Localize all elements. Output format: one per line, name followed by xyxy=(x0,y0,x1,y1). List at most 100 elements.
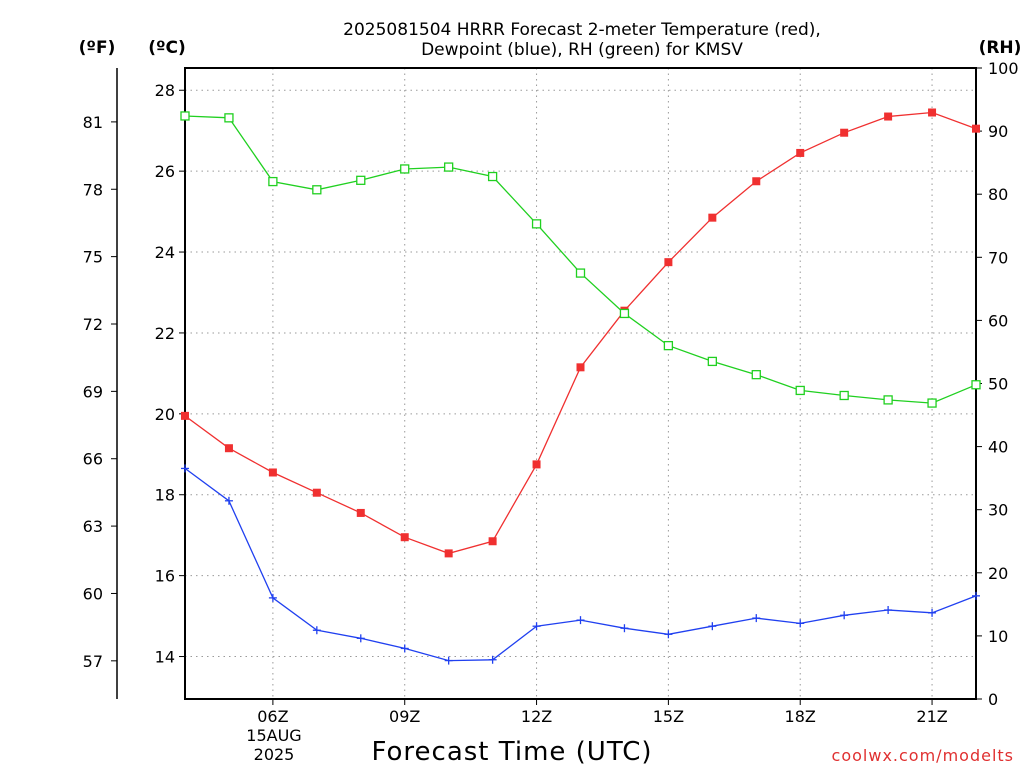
dewpoint-point xyxy=(356,634,365,643)
rh-tick-label: 40 xyxy=(988,438,1008,457)
celsius-tick-label: 28 xyxy=(155,81,175,100)
rh-point xyxy=(224,113,234,123)
dewpoint-point xyxy=(796,619,805,628)
plot-frame xyxy=(184,67,977,700)
dewpoint-line xyxy=(184,467,977,662)
temperature-point xyxy=(488,537,497,546)
dewpoint-point xyxy=(752,614,761,623)
rh-point xyxy=(751,370,761,380)
temperature-point xyxy=(928,108,937,117)
temperature-point xyxy=(972,124,980,133)
chart-title-line-2: Dewpoint (blue), RH (green) for KMSV xyxy=(421,40,743,60)
rh-tick-label: 100 xyxy=(988,59,1019,78)
fahrenheit-tick-label: 72 xyxy=(83,315,103,334)
temperature-point xyxy=(400,533,409,542)
x-tick-label: 12Z xyxy=(521,707,552,726)
rh-point xyxy=(707,356,717,367)
rh-line xyxy=(184,115,977,404)
temperature-point xyxy=(268,468,277,477)
rh-point xyxy=(356,175,366,185)
dewpoint-point xyxy=(884,606,893,615)
dewpoint-point xyxy=(268,593,277,602)
dewpoint-point xyxy=(840,611,849,620)
rh-tick-label: 10 xyxy=(988,627,1008,646)
tick-labels: 28 26 24 22 20 18 16 14 06Z 09Z 12Z 15Z 18Z 21Z 81 78 75… xyxy=(83,59,1019,726)
temperature-point xyxy=(356,508,365,517)
rh-tick-label: 70 xyxy=(988,248,1008,267)
temperature-point xyxy=(796,148,805,157)
temperature-point xyxy=(444,549,453,558)
celsius-tick-label: 24 xyxy=(155,243,175,262)
temperature-point xyxy=(884,112,893,121)
axes xyxy=(111,67,982,705)
chart-title-line-1: 2025081504 HRRR Forecast 2-meter Tempera… xyxy=(343,20,821,40)
rh-point xyxy=(575,268,586,278)
x-axis-title: Forecast Time (UTC) xyxy=(371,737,652,767)
rh-tick-label: 80 xyxy=(988,185,1008,204)
celsius-tick-label: 26 xyxy=(155,162,175,181)
temperature-point xyxy=(181,411,189,420)
x-tick-label: 15Z xyxy=(653,707,684,726)
dewpoint-point xyxy=(620,624,629,633)
fahrenheit-tick-label: 63 xyxy=(83,517,103,536)
credit-text: coolwx.com/modelts xyxy=(832,746,1014,765)
celsius-tick-label: 20 xyxy=(155,405,175,424)
series-layer xyxy=(180,108,981,665)
fahrenheit-tick-label: 75 xyxy=(83,248,103,267)
dewpoint-point xyxy=(488,655,497,664)
rh-point xyxy=(487,171,498,182)
x-date-line-1: 15AUG xyxy=(246,726,301,745)
dewpoint-point xyxy=(928,608,937,617)
rh-point xyxy=(312,185,322,195)
dewpoint-point xyxy=(400,644,409,653)
rh-point xyxy=(444,162,454,172)
temperature-point xyxy=(576,363,585,372)
dewpoint-point xyxy=(972,591,980,600)
rh-point xyxy=(795,385,805,396)
temperature-point xyxy=(708,213,717,222)
celsius-unit-label: (ºC) xyxy=(148,38,186,58)
dewpoint-point xyxy=(224,496,233,505)
dewpoint-point xyxy=(532,622,541,631)
fahrenheit-unit-label: (ºF) xyxy=(79,38,116,58)
rh-tick-label: 50 xyxy=(988,375,1008,394)
fahrenheit-tick-label: 81 xyxy=(83,113,103,132)
dewpoint-point xyxy=(312,626,321,635)
temperature-point xyxy=(752,177,761,186)
celsius-tick-label: 22 xyxy=(155,324,175,343)
rh-tick-label: 60 xyxy=(988,311,1008,330)
grid-lines xyxy=(185,68,976,699)
dewpoint-point xyxy=(181,464,189,473)
temperature-point xyxy=(312,488,321,497)
x-tick-label: 18Z xyxy=(785,707,816,726)
fahrenheit-tick-label: 60 xyxy=(83,584,103,603)
fahrenheit-tick-label: 57 xyxy=(83,652,103,671)
rh-unit-label: (RH) xyxy=(979,38,1022,58)
rh-tick-label: 90 xyxy=(988,122,1008,141)
dewpoint-point xyxy=(708,622,717,631)
rh-point xyxy=(180,111,190,121)
dewpoint-point xyxy=(576,616,585,625)
fahrenheit-tick-label: 69 xyxy=(83,382,103,401)
rh-point xyxy=(883,395,893,405)
temperature-point xyxy=(664,258,673,267)
temperature-point xyxy=(840,128,849,137)
rh-point xyxy=(531,219,542,229)
x-tick-label: 09Z xyxy=(389,707,420,726)
rh-point xyxy=(663,340,674,351)
x-tick-label: 06Z xyxy=(257,707,288,726)
rh-point xyxy=(927,398,937,408)
fahrenheit-tick-label: 78 xyxy=(83,180,103,199)
rh-point xyxy=(619,308,630,319)
rh-point xyxy=(268,176,278,187)
rh-point xyxy=(400,164,410,174)
celsius-tick-label: 18 xyxy=(155,486,175,505)
rh-point xyxy=(971,380,981,390)
x-date-line-2: 2025 xyxy=(254,745,295,764)
x-tick-label: 21Z xyxy=(916,707,947,726)
rh-tick-label: 0 xyxy=(988,690,998,709)
rh-point xyxy=(839,390,849,401)
temperature-point xyxy=(224,444,233,453)
temperature-point xyxy=(532,460,541,469)
